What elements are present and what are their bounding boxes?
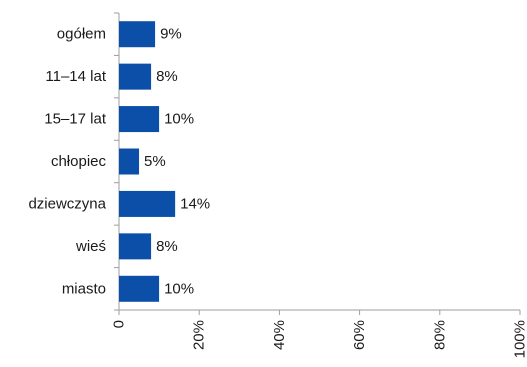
bar [119,63,152,90]
category-label: ogółem [57,26,106,43]
bar-value-label: 9% [160,26,182,43]
bar [119,21,156,48]
category-label: 11–14 lat [45,68,106,85]
category-label: chłopiec [51,153,107,170]
x-tick-label: 60% [351,320,368,350]
category-axis [114,12,120,311]
bar-value-label: 5% [144,153,166,170]
category-labels: ogółem 11–14 lat 15–17 lat chłopiec dziewczy… [28,26,106,298]
bar-value-label: 8% [156,238,178,255]
x-tick-label: 100% [512,320,527,358]
category-label: dziewczyna [28,195,106,212]
tick-labels: 0 20% 40% 60% 80% 100% [111,320,527,358]
data-labels: 9% 8% 10% 5% 14% 8% 10% [144,26,210,298]
value-axis [118,309,521,315]
category-label: wieś [75,238,106,255]
bar-value-label: 14% [180,195,210,212]
bar [119,275,160,302]
x-tick-label: 20% [191,320,208,350]
bar [119,106,160,133]
bar [119,233,152,260]
x-tick-label: 40% [271,320,288,350]
bar [119,148,140,175]
category-label: 15–17 lat [44,111,107,128]
bar-value-label: 8% [156,68,178,85]
x-tick-label: 80% [431,320,448,350]
category-label: miasto [62,280,106,297]
bar-series [119,21,176,302]
bar-value-label: 10% [164,280,194,297]
x-tick-label: 0 [111,320,128,328]
bar [119,190,176,217]
bar-value-label: 10% [164,111,194,128]
